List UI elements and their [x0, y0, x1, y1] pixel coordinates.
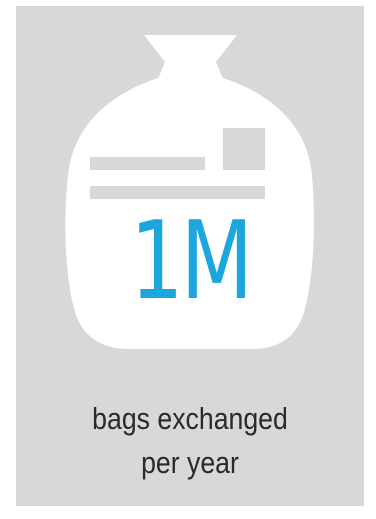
bag-knot: [144, 35, 237, 81]
bag-label-square: [223, 128, 265, 170]
infographic-card: 1M bags exchanged per year: [16, 6, 364, 506]
stat-caption-line-2: per year: [141, 445, 239, 480]
trash-bag-icon: [65, 35, 314, 349]
bag-label-line-2: [90, 186, 265, 199]
bag-label-line-1: [90, 157, 205, 170]
stat-caption-line-1: bags exchanged: [92, 401, 288, 436]
stat-value: 1M: [129, 199, 253, 324]
